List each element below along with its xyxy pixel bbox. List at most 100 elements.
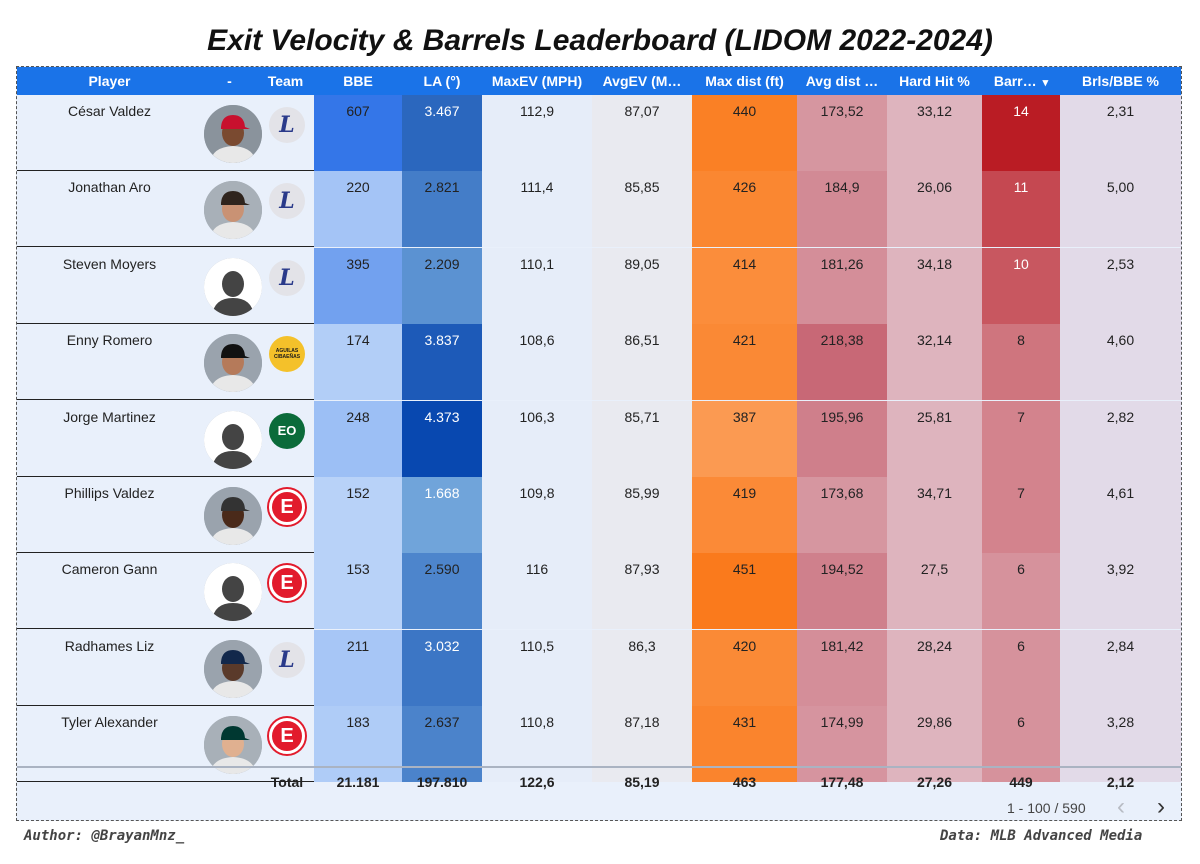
cell-hardhit: 28,24	[887, 629, 982, 706]
licey-logo: L	[269, 641, 305, 678]
cell-brls: 4,60	[1060, 324, 1181, 401]
column-header-brls[interactable]: Brls/BBE %	[1081, 73, 1160, 89]
total-maxev: 122,6	[519, 774, 555, 790]
cell-player[interactable]: Enny Romero	[66, 332, 153, 349]
column-header-maxdist[interactable]: Max dist (ft)	[705, 73, 784, 89]
avatar	[204, 105, 262, 163]
player-photo	[204, 334, 262, 393]
column-header-avgev[interactable]: AvgEV (M…	[602, 73, 682, 89]
cell-brls: 5,00	[1060, 171, 1181, 248]
column-header-bbe[interactable]: BBE	[343, 73, 373, 89]
cell-maxev: 106,3	[482, 400, 592, 477]
column-header-maxev[interactable]: MaxEV (MPH)	[491, 73, 583, 89]
player-photo	[204, 257, 262, 316]
player-photo	[204, 181, 262, 240]
cell-bbe: 395	[314, 247, 402, 324]
cell-avgdist: 173,68	[797, 477, 887, 553]
avatar	[204, 487, 262, 545]
table-row[interactable]: Jorge Martinez EO 248 4.373 106,3 85,71 387 195…	[17, 400, 1181, 477]
cell-barrels: 10	[982, 247, 1060, 324]
cell-player[interactable]: Steven Moyers	[62, 255, 157, 272]
column-header-barrels[interactable]: Barr… ▾	[993, 73, 1049, 89]
total-la: 197.810	[416, 774, 468, 790]
column-header-player[interactable]: Player	[88, 73, 131, 89]
table-row[interactable]: Enny Romero AGUILAS CIBAEÑAS 174 3.837 108,6…	[17, 324, 1181, 401]
cell-avgdist: 195,96	[797, 400, 887, 477]
cell-maxdist: 431	[692, 706, 797, 783]
player-photo	[204, 563, 262, 622]
table-row[interactable]: Jonathan Aro L 220 2.821 111,4 85,85 426 184,9 2…	[17, 171, 1181, 248]
cell-maxev: 112,9	[482, 95, 592, 171]
cell-bbe: 607	[314, 95, 402, 171]
prev-page-button[interactable]: ‹	[1117, 793, 1125, 820]
cell-player[interactable]: Radhames Liz	[64, 637, 155, 654]
cell-player[interactable]: Phillips Valdez	[64, 485, 155, 501]
cell-la: 2.590	[402, 553, 482, 630]
cell-brls: 2,31	[1060, 95, 1181, 171]
cell-maxev: 110,5	[482, 629, 592, 706]
table-row[interactable]: César Valdez L 607 3.467 112,9 87,07 440 173,52…	[17, 95, 1181, 171]
avatar	[204, 563, 262, 622]
cell-player[interactable]: Tyler Alexander	[61, 714, 158, 731]
cell-player[interactable]: César Valdez	[67, 103, 151, 119]
page-title: Exit Velocity & Barrels Leaderboard (LID…	[207, 24, 993, 57]
team-logo-letter: L	[279, 264, 295, 291]
cell-la: 1.668	[402, 477, 482, 553]
column-header-hardhit[interactable]: Hard Hit %	[899, 73, 970, 89]
table-row[interactable]: Tyler Alexander E 183 2.637 110,8 87,18 431 174…	[17, 706, 1181, 783]
table-row[interactable]: Cameron Gann E 153 2.590 116 87,93 451 194,52 27…	[17, 553, 1181, 630]
cell-brls: 2,53	[1060, 247, 1181, 324]
column-header-photo[interactable]: -	[227, 73, 232, 89]
cell-avgdist: 218,38	[797, 324, 887, 401]
cell-player[interactable]: Jorge Martinez	[63, 408, 156, 425]
cell-avgev: 85,71	[592, 400, 692, 477]
licey-logo: L	[269, 183, 305, 220]
cell-maxdist: 420	[692, 629, 797, 706]
estrellas-logo: EO	[269, 412, 305, 449]
cell-avgev: 87,18	[592, 706, 692, 783]
cell-avgdist: 184,9	[797, 171, 887, 248]
cell-brls: 4,61	[1060, 477, 1181, 553]
licey-logo: L	[269, 259, 305, 296]
cell-avgdist: 181,26	[797, 247, 887, 324]
table-row[interactable]: Radhames Liz L 211 3.032 110,5 86,3 420 181,42 2…	[17, 629, 1181, 706]
team-logo-letter: L	[279, 646, 295, 673]
escogido-logo: E	[269, 718, 305, 755]
cell-bbe: 183	[314, 706, 402, 783]
table-header: Player - Team BBE LA (°) MaxEV (MPH) AvgEV (M……	[17, 67, 1181, 95]
column-header-team[interactable]: Team	[267, 73, 304, 89]
cell-barrels: 7	[982, 477, 1060, 553]
cell-maxev: 116	[482, 553, 592, 630]
cell-avgdist: 173,52	[797, 95, 887, 171]
total-label: Total	[270, 774, 304, 790]
cell-maxev: 109,8	[482, 477, 592, 553]
cell-maxev: 110,1	[482, 247, 592, 324]
cell-hardhit: 34,18	[887, 247, 982, 324]
cell-brls: 3,92	[1060, 553, 1181, 630]
cell-player[interactable]: Jonathan Aro	[68, 179, 151, 196]
team-logo-letter: E	[280, 571, 294, 594]
cell-bbe: 211	[314, 629, 402, 706]
total-hardhit: 27,26	[916, 774, 953, 790]
player-photo	[204, 105, 262, 163]
cell-avgdist: 194,52	[797, 553, 887, 630]
table-row[interactable]: Steven Moyers L 395 2.209 110,1 89,05 414 181,2…	[17, 247, 1181, 324]
cell-la: 3.837	[402, 324, 482, 401]
team-logo-letter: L	[279, 112, 295, 138]
cell-la: 3.032	[402, 629, 482, 706]
cell-barrels: 6	[982, 553, 1060, 630]
column-header-la[interactable]: LA (°)	[423, 73, 461, 89]
cell-avgev: 85,85	[592, 171, 692, 248]
cell-player[interactable]: Cameron Gann	[61, 561, 158, 578]
cell-maxev: 108,6	[482, 324, 592, 401]
table-row[interactable]: Phillips Valdez E 152 1.668 109,8 85,99 419 173…	[17, 477, 1181, 553]
cell-brls: 2,84	[1060, 629, 1181, 706]
cell-bbe: 152	[314, 477, 402, 553]
column-header-avgdist[interactable]: Avg dist …	[805, 73, 879, 89]
cell-la: 2.637	[402, 706, 482, 783]
cell-hardhit: 25,81	[887, 400, 982, 477]
cell-barrels: 14	[982, 95, 1060, 171]
cell-barrels: 11	[982, 171, 1060, 248]
next-page-button[interactable]: ›	[1157, 793, 1165, 820]
cell-hardhit: 32,14	[887, 324, 982, 401]
